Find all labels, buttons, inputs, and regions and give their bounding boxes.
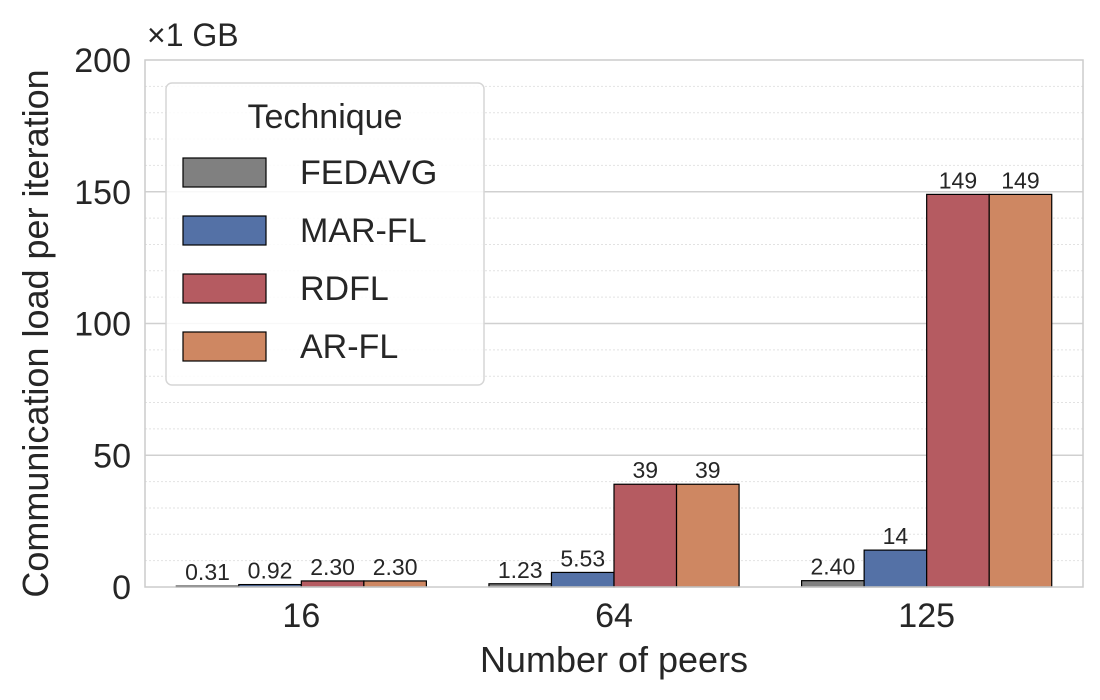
data-label: 2.30: [310, 554, 355, 580]
y-tick-label: 150: [74, 174, 131, 212]
legend-label-ar-fl: AR-FL: [300, 328, 398, 366]
legend: Technique FEDAVG MAR-FL RDFL AR-FL: [165, 82, 485, 386]
legend-title: Technique: [247, 98, 402, 136]
data-label: 39: [632, 457, 658, 483]
x-tick-label: 125: [898, 597, 955, 635]
data-label: 14: [883, 523, 909, 549]
bar-rdfl-16: [300, 580, 365, 588]
data-label: 5.53: [560, 545, 605, 571]
bar-ar-fl-125: [988, 193, 1053, 588]
legend-swatch-mar-fl: [182, 215, 267, 246]
legend-label-rdfl: RDFL: [300, 270, 389, 308]
data-label: 149: [939, 167, 977, 193]
data-labels: 0.31 0.92 2.30 2.30 1.23 5.53 39 39 2.40 14 149 149: [185, 167, 1040, 585]
plot-frame: [144, 59, 1084, 588]
data-label: 0.31: [185, 559, 230, 585]
legend-swatch-ar-fl: [182, 331, 267, 362]
data-label: 1.23: [498, 557, 543, 583]
bar-ar-fl-16: [363, 580, 428, 588]
bar-fedavg-125: [800, 580, 865, 588]
x-axis-label: Number of peers: [480, 639, 748, 680]
y-tick-label: 50: [93, 437, 131, 475]
data-label: 149: [1001, 167, 1039, 193]
y-tick-label: 200: [74, 42, 131, 80]
legend-swatch-rdfl: [182, 273, 267, 304]
bar-ar-fl-64: [675, 483, 740, 588]
y-tick-label: 0: [112, 569, 131, 607]
bar-mar-fl-64: [550, 571, 615, 588]
axis-ticks: 0 50 100 150 200 16 64 125: [74, 42, 955, 635]
y-axis-unit-label: ×1 GB: [147, 17, 239, 53]
bar-mar-fl-125: [863, 549, 928, 588]
bars: [175, 193, 1053, 588]
y-axis-label: Communication load per iteration: [15, 69, 56, 597]
data-label: 0.92: [248, 558, 293, 584]
legend-label-fedavg: FEDAVG: [300, 154, 437, 192]
legend-label-mar-fl: MAR-FL: [300, 212, 427, 250]
legend-items: FEDAVG MAR-FL RDFL AR-FL: [182, 154, 437, 366]
data-label: 39: [695, 457, 721, 483]
x-tick-label: 16: [282, 597, 320, 635]
bar-rdfl-125: [926, 193, 990, 588]
y-tick-label: 100: [74, 306, 131, 344]
data-label: 2.40: [810, 554, 855, 580]
legend-swatch-fedavg: [182, 157, 267, 188]
data-label: 2.30: [373, 554, 418, 580]
bar-rdfl-64: [613, 483, 678, 588]
x-tick-label: 64: [595, 597, 633, 635]
